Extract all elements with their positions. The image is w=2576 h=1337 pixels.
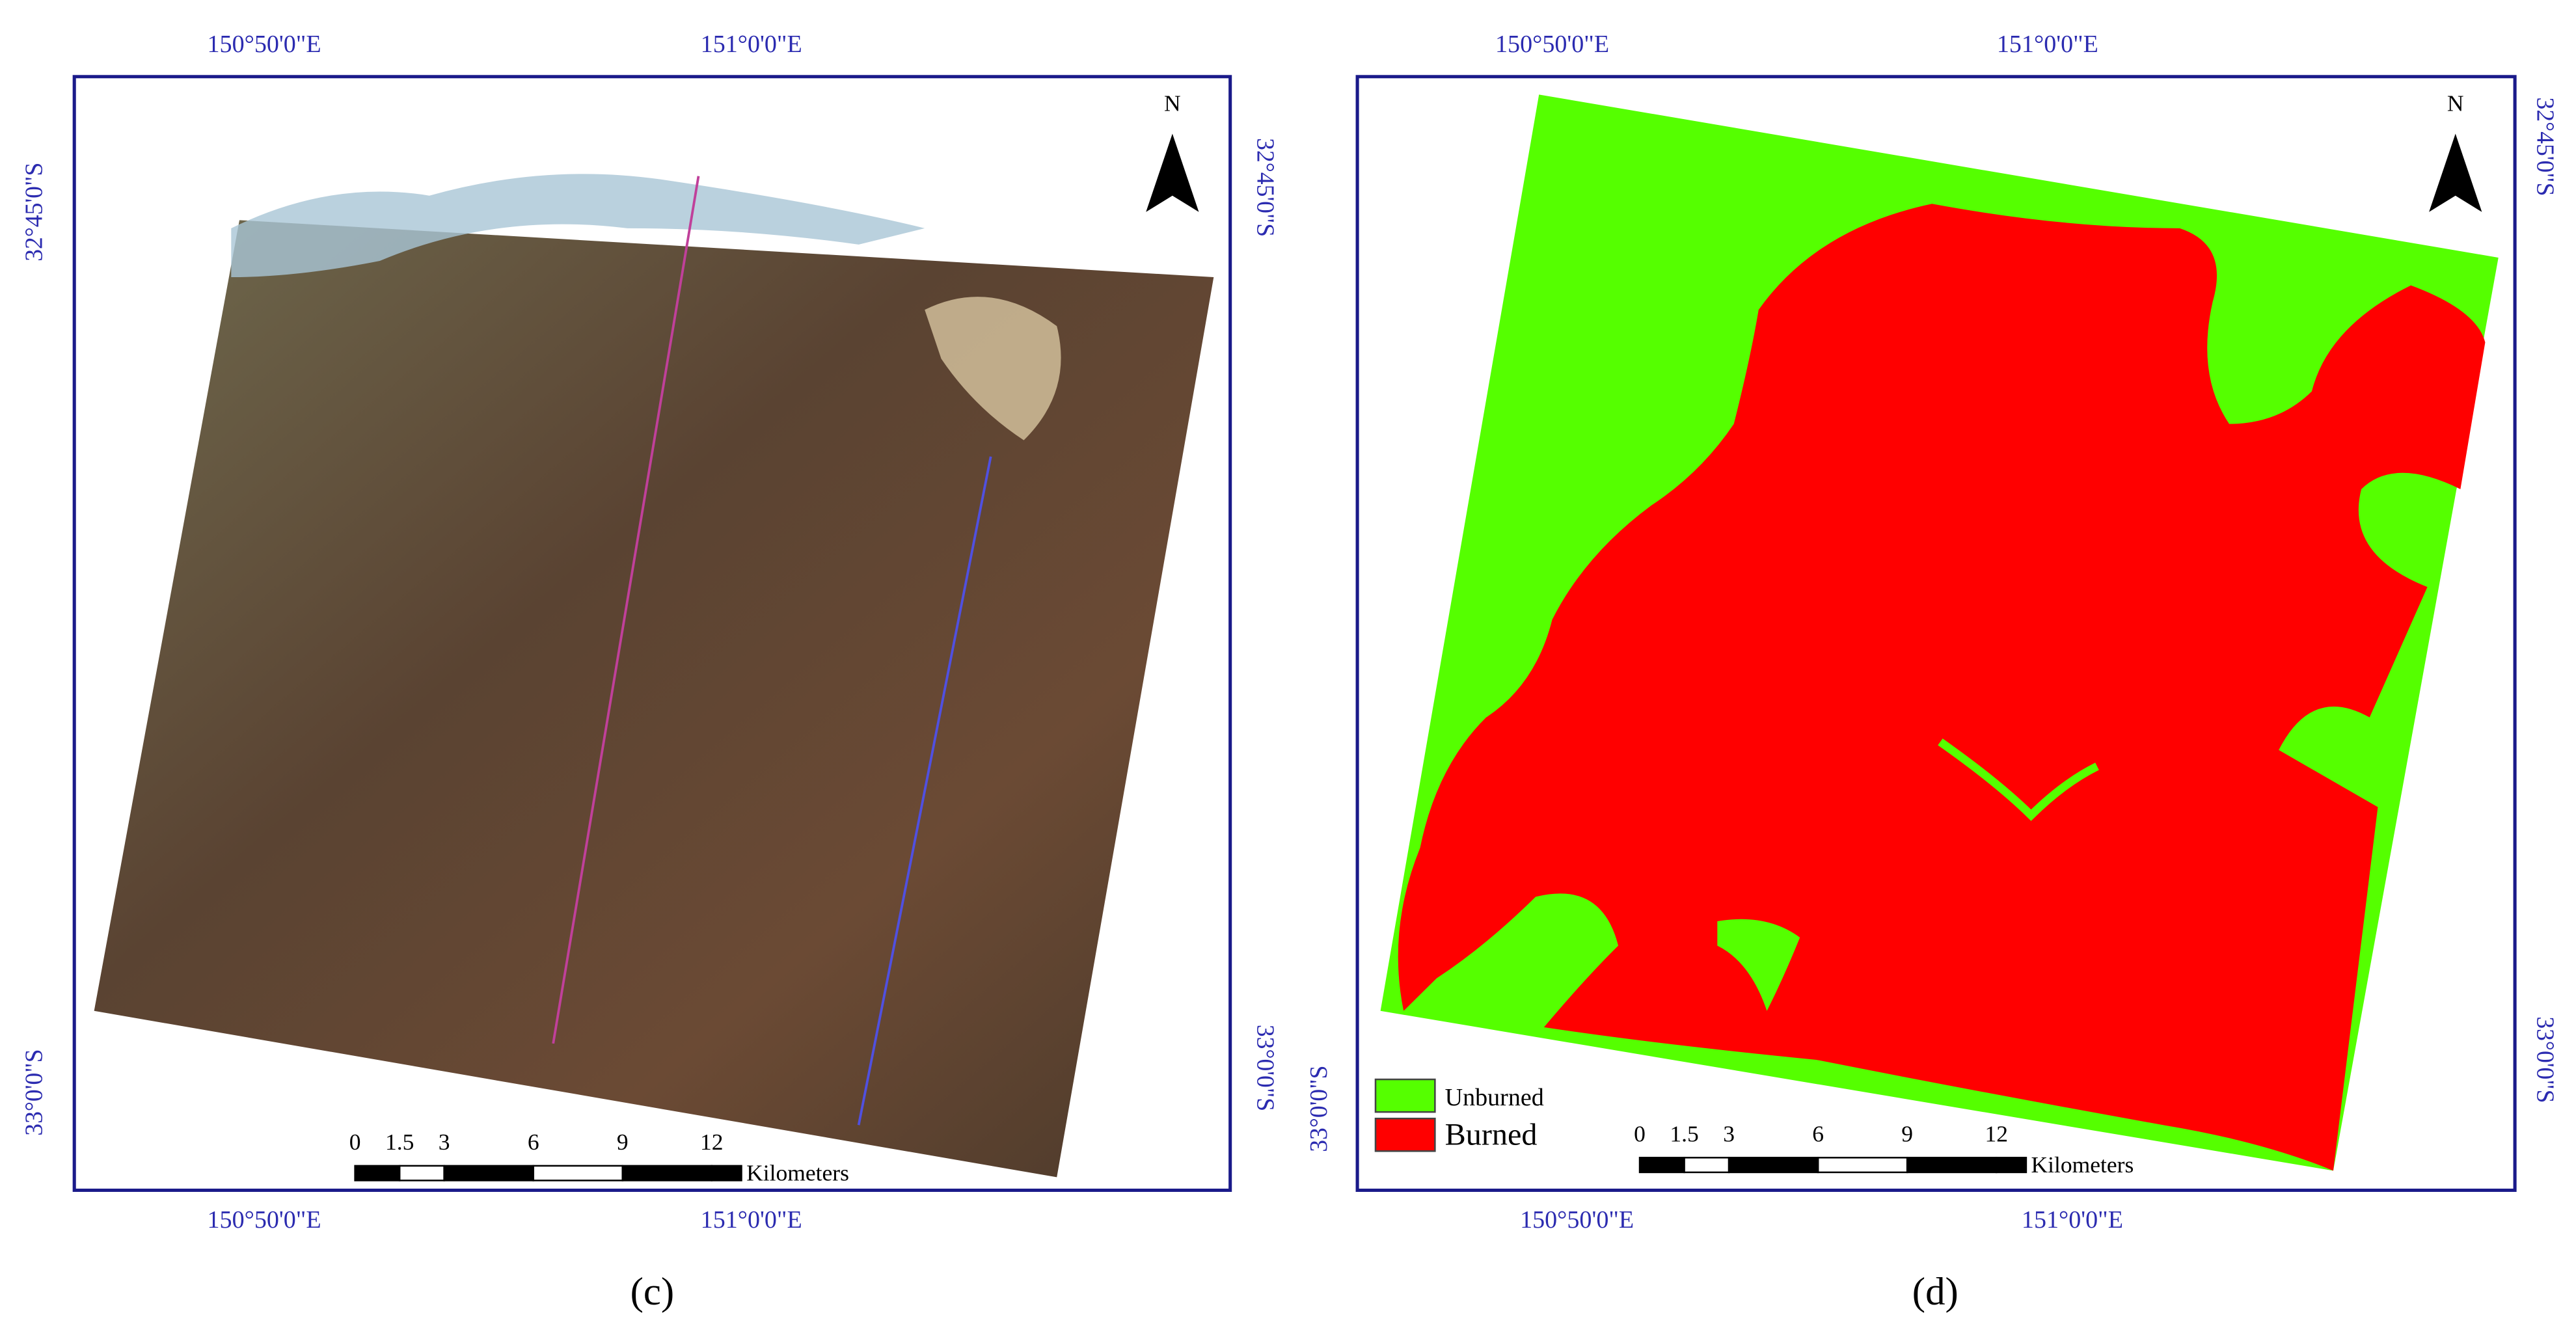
scale-segment [532, 1165, 624, 1182]
north-arrow [2429, 133, 2482, 212]
scale-unit: Kilometers [746, 1161, 849, 1186]
swath-line [857, 456, 992, 1126]
north-label: N [1164, 91, 1181, 116]
scale-tick-label: 9 [617, 1129, 629, 1155]
top-coordinate-label: 151°0'0"E [701, 31, 802, 58]
scale-segment [1728, 1157, 1819, 1174]
right-coordinate-label: 33°0'0"S [2531, 1016, 2558, 1103]
bottom-coordinate-label: 150°50'0"E [208, 1206, 321, 1234]
scale-tick-label: 9 [1901, 1121, 1913, 1146]
swath-line [552, 176, 700, 1044]
legend-swatch [1374, 1078, 1436, 1113]
scale-segment [1995, 1157, 2027, 1174]
cloud [231, 174, 925, 278]
top-coordinate-label: 150°50'0"E [1495, 31, 1609, 58]
right-coordinate-label: 33°0'0"S [1252, 1025, 1279, 1111]
scale-segment [621, 1165, 713, 1182]
top-coordinate-label: 150°50'0"E [208, 31, 321, 58]
scale-segment [443, 1165, 534, 1182]
left-coordinate-label: 33°0'0"S [20, 1049, 47, 1135]
bottom-coordinate-label: 151°0'0"E [2022, 1206, 2123, 1234]
scale-tick-label: 0 [1634, 1121, 1646, 1146]
right-coordinate-label: 32°45'0"S [1252, 138, 1279, 237]
legend-label: Burned [1445, 1118, 1538, 1152]
map-frame [1355, 75, 2517, 1192]
map-frame [72, 75, 1232, 1192]
scale-segment [398, 1165, 445, 1182]
right-coordinate-label: 32°45'0"S [2531, 98, 2558, 196]
bottom-coordinate-label: 150°50'0"E [1520, 1206, 1634, 1234]
top-coordinate-label: 151°0'0"E [1997, 31, 2098, 58]
scale-tick-label: 12 [700, 1129, 724, 1155]
scale-segment [1906, 1157, 1998, 1174]
scale-tick-label: 1.5 [1670, 1121, 1698, 1146]
panel-caption: (d) [1912, 1270, 1959, 1314]
scale-segment [354, 1165, 401, 1182]
legend-label: Unburned [1445, 1084, 1544, 1111]
legend-swatch [1374, 1117, 1436, 1152]
scale-tick-label: 3 [1723, 1121, 1735, 1146]
scale-segment [1817, 1157, 1908, 1174]
satellite-image [94, 220, 1214, 1178]
scale-tick-label: 3 [439, 1129, 450, 1155]
scale-tick-label: 0 [349, 1129, 361, 1155]
scale-tick-label: 12 [1985, 1121, 2008, 1146]
north-arrow [1146, 133, 1199, 212]
scale-tick-label: 1.5 [385, 1129, 414, 1155]
scale-unit: Kilometers [2031, 1152, 2134, 1178]
scale-segment [711, 1165, 742, 1182]
burned-area [1398, 204, 2486, 1171]
bare-area [925, 297, 1061, 440]
bottom-coordinate-label: 151°0'0"E [701, 1206, 802, 1234]
panel-caption: (c) [630, 1270, 675, 1314]
scale-tick-label: 6 [1812, 1121, 1824, 1146]
left-coordinate-label: 33°0'0"S [1305, 1066, 1333, 1152]
scale-segment [1683, 1157, 1730, 1174]
scale-tick-label: 6 [528, 1129, 539, 1155]
scale-segment [1638, 1157, 1685, 1174]
north-label: N [2447, 91, 2464, 116]
unburned-patch [1717, 919, 1800, 1011]
unburned-channel [1938, 738, 2099, 821]
left-coordinate-label: 32°45'0"S [20, 163, 47, 262]
